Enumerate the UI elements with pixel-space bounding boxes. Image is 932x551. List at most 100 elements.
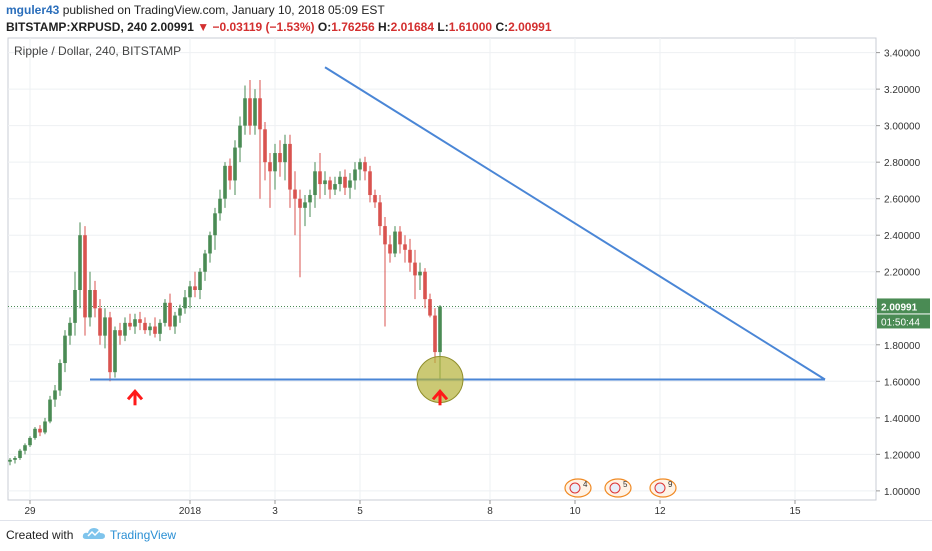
candle-body xyxy=(248,98,252,126)
event-markers[interactable]: 4 5 9 xyxy=(564,478,677,498)
chart-title: Ripple / Dollar, 240, BITSTAMP xyxy=(14,44,181,58)
candle xyxy=(328,176,332,199)
candle-body xyxy=(68,322,72,336)
candle xyxy=(273,143,277,190)
up-arrow-head xyxy=(431,389,449,401)
candle xyxy=(278,140,282,177)
candle xyxy=(323,171,327,196)
candle xyxy=(13,456,17,464)
candle xyxy=(183,290,187,314)
candle xyxy=(238,116,242,163)
candle-body xyxy=(373,195,377,203)
price-labels: 2.00991 01:50:44 xyxy=(877,298,930,329)
candle-body xyxy=(43,421,47,433)
candle xyxy=(288,134,292,208)
publish-text: published on TradingView.com, January 10… xyxy=(59,3,385,17)
candle xyxy=(93,280,97,318)
candle xyxy=(223,162,227,208)
candle-body xyxy=(348,180,352,188)
candle-body xyxy=(128,322,132,327)
candle-body xyxy=(218,198,222,214)
candle-body xyxy=(48,399,52,422)
candle xyxy=(263,122,267,181)
candle xyxy=(173,311,177,334)
candle xyxy=(428,293,432,318)
candle-body xyxy=(8,459,12,462)
candle xyxy=(283,134,287,181)
candle-body xyxy=(393,231,397,254)
candle xyxy=(103,308,107,349)
economic-event-flag-icon: 4 xyxy=(564,478,592,498)
candle xyxy=(353,162,357,190)
candle-body xyxy=(193,286,197,290)
candle xyxy=(403,235,407,263)
x-tick-label: 8 xyxy=(487,506,493,517)
candle-body xyxy=(418,271,422,276)
event-count: 4 xyxy=(583,480,588,489)
candle xyxy=(338,171,342,192)
candle xyxy=(313,162,317,208)
price-chart[interactable]: Ripple / Dollar, 240, BITSTAMP 1.00000 1.… xyxy=(0,0,932,520)
candle xyxy=(433,308,437,364)
candle xyxy=(268,153,272,208)
y-tick-label: 2.60000 xyxy=(884,195,921,206)
candle xyxy=(88,271,92,327)
candle xyxy=(318,153,322,199)
time-axis[interactable]: 29 2018 3 5 8 10 12 15 xyxy=(24,500,801,517)
countdown-box xyxy=(877,314,930,329)
candle xyxy=(298,189,302,278)
candle xyxy=(203,249,207,281)
candle xyxy=(78,222,82,309)
candle-body xyxy=(148,326,152,331)
candle xyxy=(378,195,382,236)
y-tick-label: 3.40000 xyxy=(884,49,921,60)
candle-body xyxy=(213,213,217,236)
candle-body xyxy=(228,165,232,181)
x-tick-label: 29 xyxy=(24,506,36,517)
candle-body xyxy=(268,162,272,172)
candle-body xyxy=(303,202,307,208)
candle-body xyxy=(13,458,17,460)
trendlines[interactable] xyxy=(90,66,826,381)
candle xyxy=(23,443,27,455)
candle-body xyxy=(313,171,317,196)
candle-body xyxy=(328,180,332,190)
candle-body xyxy=(78,235,82,290)
candle xyxy=(233,140,237,196)
candle-body xyxy=(343,176,347,188)
candle-body xyxy=(123,322,127,336)
author-link[interactable]: mguler43 xyxy=(6,3,60,17)
candle xyxy=(28,436,32,448)
footer: Created with TradingView xyxy=(0,520,932,551)
publish-info: mguler43 published on TradingView.com, J… xyxy=(6,3,385,17)
candle-body xyxy=(278,153,282,163)
y-tick-label: 1.20000 xyxy=(884,450,921,461)
symbol-label[interactable]: BITSTAMP:XRPUSD, 240 xyxy=(6,20,148,34)
candle xyxy=(363,156,367,181)
candle xyxy=(253,89,257,135)
candle-body xyxy=(143,322,147,331)
price-axis[interactable]: 1.000001.200001.400001.600001.800002.000… xyxy=(876,49,921,498)
candle-body xyxy=(58,363,62,391)
candle-body xyxy=(433,315,437,353)
candle xyxy=(48,395,52,424)
candle xyxy=(18,448,22,460)
candle-body xyxy=(253,98,257,126)
candle xyxy=(388,235,392,263)
candle-body xyxy=(103,317,107,336)
candle-body xyxy=(33,428,37,438)
candle xyxy=(228,158,232,190)
candle-body xyxy=(298,198,302,208)
created-with-label: Created with xyxy=(6,528,74,542)
candle-body xyxy=(178,308,182,316)
candle-body xyxy=(18,450,22,458)
last-price: 2.00991 xyxy=(150,20,194,34)
x-tick-label: 5 xyxy=(357,506,363,517)
candle-body xyxy=(28,437,32,446)
tradingview-brand[interactable]: TradingView xyxy=(110,528,177,542)
candle-body xyxy=(158,322,162,334)
candle xyxy=(423,268,427,309)
candle xyxy=(38,425,42,437)
candle xyxy=(408,238,412,272)
candle-body xyxy=(258,98,262,130)
